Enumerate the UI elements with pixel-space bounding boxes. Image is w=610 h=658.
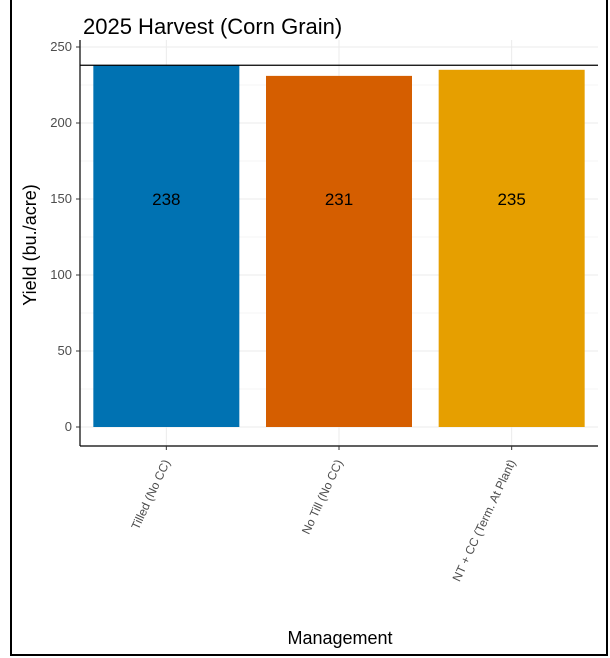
bar xyxy=(438,69,585,428)
y-tick-label: 50 xyxy=(58,343,72,358)
y-axis-title: Yield (bu./acre) xyxy=(20,184,40,305)
bars-group: 238 231 235 xyxy=(80,64,598,428)
data-label: 238 xyxy=(152,190,180,209)
x-tick-label: Tilled (No CC) xyxy=(128,457,173,531)
y-tick-label: 250 xyxy=(50,39,72,54)
x-axis: Tilled (No CC) No Till (No CC) NT + CC (Te… xyxy=(80,445,598,584)
data-label: 231 xyxy=(325,190,353,209)
y-tick-label: 200 xyxy=(50,115,72,130)
x-tick-label: NT + CC (Term. At Plant) xyxy=(450,457,519,583)
bar xyxy=(266,75,412,427)
bar xyxy=(93,65,240,428)
y-axis: 0 50 100 150 200 250 xyxy=(50,39,81,446)
chart-title: 2025 Harvest (Corn Grain) xyxy=(83,14,342,39)
y-tick-label: 100 xyxy=(50,267,72,282)
x-tick-label: No Till (No CC) xyxy=(299,457,346,536)
x-axis-title: Management xyxy=(287,628,392,648)
y-tick-label: 150 xyxy=(50,191,72,206)
data-label: 235 xyxy=(497,190,525,209)
y-tick-label: 0 xyxy=(65,419,72,434)
